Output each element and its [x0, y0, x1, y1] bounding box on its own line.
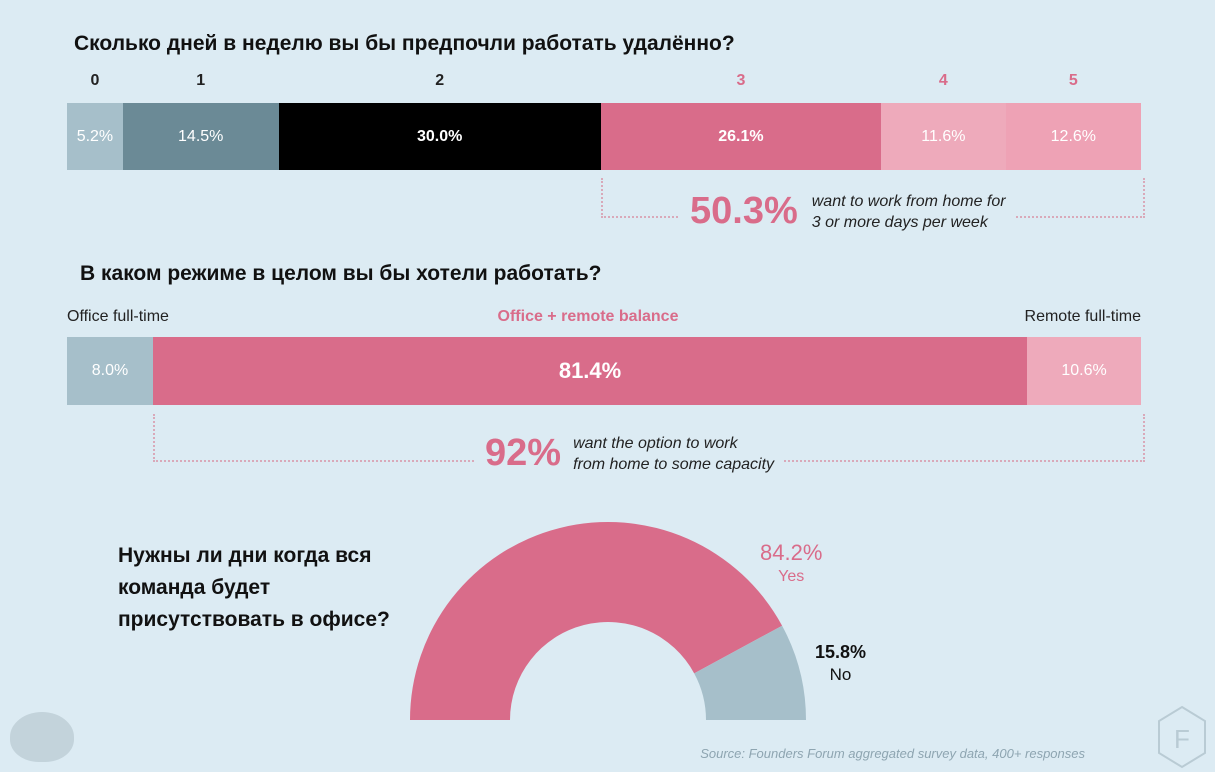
- donut-slice-yes: [410, 522, 783, 720]
- yes-value: 84.2%: [760, 540, 823, 565]
- chart2-annotation-value: 92%: [485, 432, 562, 474]
- bar-segment: 12.6%: [1005, 103, 1141, 170]
- segment-label: 12.6%: [1050, 127, 1097, 145]
- chart1-title: Сколько дней в неделю вы бы предпочли ра…: [74, 32, 735, 55]
- chart2-bar: 8.0% 81.4% 10.6%: [67, 337, 1141, 405]
- bar-segment: 26.1%: [600, 103, 882, 170]
- segment-label: 26.1%: [718, 127, 764, 145]
- category-label: 3: [736, 72, 746, 89]
- title-line: Нужны ли дни когда вся: [118, 544, 372, 567]
- annotation-text: want to work from home for: [811, 192, 1006, 210]
- svg-text:F: F: [1174, 724, 1190, 754]
- bar-segment: 10.6%: [1027, 337, 1141, 405]
- chart3-title: Нужны ли дни когда вся команда будет при…: [118, 540, 390, 636]
- chart1-annotation: 50.3% want to work from home for 3 or mor…: [680, 190, 1016, 233]
- chart2-annotation: 92% want the option to work from home to …: [475, 432, 785, 475]
- source-note: Source: Founders Forum aggregated survey…: [700, 746, 1085, 761]
- bar-segment: 8.0%: [67, 337, 153, 405]
- cat-balance: Office + remote balance: [497, 308, 679, 325]
- segment-label: 14.5%: [178, 127, 224, 145]
- cat-remote-full-time: Remote full-time: [1024, 308, 1141, 325]
- annotation-text: want the option to work: [573, 434, 738, 452]
- segment-label: 81.4%: [558, 358, 622, 383]
- segment-label: 5.2%: [76, 127, 114, 145]
- segment-label: 11.6%: [921, 127, 966, 145]
- title-line: присутствовать в офисе?: [118, 608, 390, 631]
- annotation-text: 3 or more days per week: [811, 213, 988, 231]
- segment-label: 8.0%: [91, 362, 129, 379]
- segment-label: 30.0%: [416, 127, 463, 145]
- bar-segment: 14.5%: [122, 103, 279, 170]
- f-logo-icon: F: [1158, 705, 1206, 769]
- category-label: 2: [435, 72, 445, 89]
- donut-slice-no: [694, 625, 806, 720]
- bar-segment: 30.0%: [278, 103, 601, 170]
- yes-category: Yes: [778, 568, 805, 585]
- mascot-logo-icon: [10, 712, 74, 762]
- chart2-title: В каком режиме в целом вы бы хотели рабо…: [80, 262, 602, 285]
- annotation-text: from home to some capacity: [573, 455, 775, 473]
- chart1-annotation-value: 50.3%: [690, 190, 798, 232]
- segment-label: 10.6%: [1061, 362, 1107, 379]
- category-label: 0: [90, 72, 100, 89]
- no-value: 15.8%: [815, 642, 867, 662]
- bar-segment: 11.6%: [881, 103, 1006, 170]
- no-label: 15.8% No: [815, 642, 866, 685]
- bar-segment: 81.4%: [152, 337, 1028, 405]
- bar-segment: 5.2%: [67, 103, 123, 170]
- no-category: No: [829, 665, 852, 684]
- chart1-bar: 5.2% 14.5% 30.0% 26.1% 11.6% 12.6%: [67, 103, 1141, 170]
- title-line: команда будет: [118, 576, 271, 599]
- yes-label: 84.2% Yes: [760, 540, 822, 586]
- category-label: 5: [1068, 72, 1078, 89]
- category-label: 1: [196, 72, 206, 89]
- category-label: 4: [938, 72, 948, 89]
- cat-office-full-time: Office full-time: [67, 308, 169, 325]
